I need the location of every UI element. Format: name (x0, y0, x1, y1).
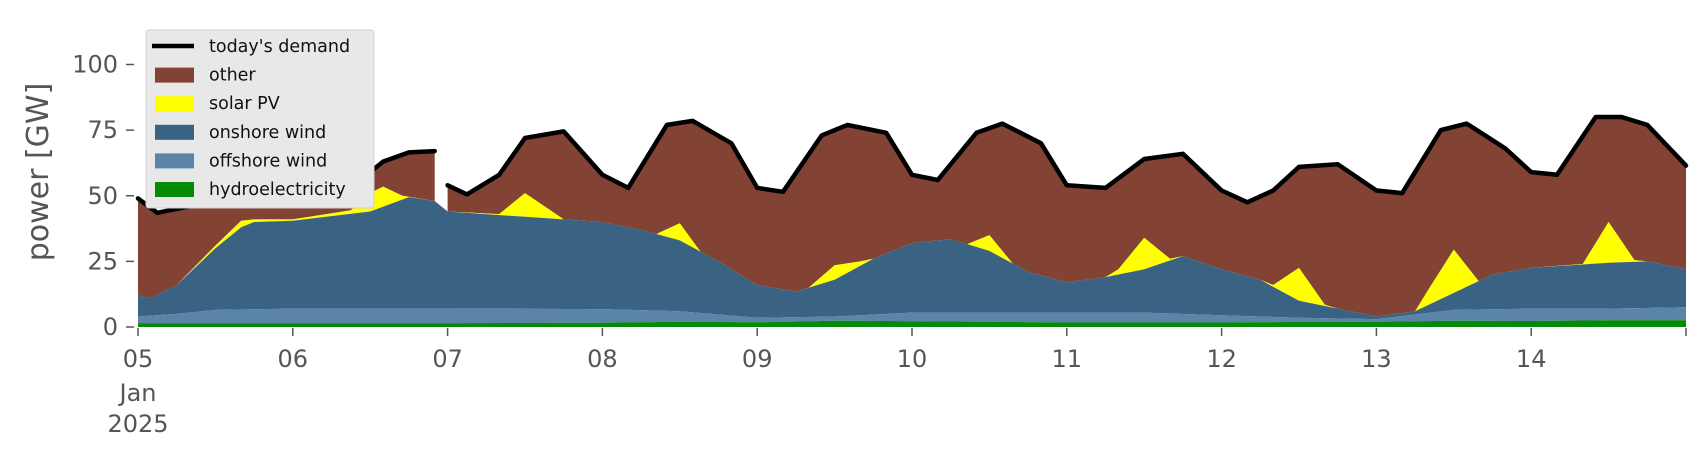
hydroelectricity-area (138, 320, 1686, 327)
legend-swatch (155, 182, 194, 197)
legend-label: other (209, 66, 256, 86)
legend: today's demand other solar PV onshore wind o… (145, 29, 375, 209)
y-tick-label: 25 (87, 247, 118, 275)
legend-label: today's demand (209, 37, 350, 57)
x-tick-label: 06 (278, 345, 309, 373)
x-tick-label: 05 (123, 345, 154, 373)
legend-label: solar PV (209, 94, 280, 114)
axes: 0 25 50 75 100 05 06 07 08 09 10 11 12 13 14 (72, 51, 1687, 373)
x-tick-label: 08 (587, 345, 618, 373)
stacked-areas (138, 117, 1687, 327)
onshore-wind-area (138, 197, 1686, 320)
y-tick-label: 75 (87, 116, 118, 144)
legend-label: onshore wind (209, 123, 326, 143)
offshore-wind-area (138, 307, 1686, 324)
legend-box (145, 29, 375, 209)
y-tick-label: 100 (72, 51, 118, 79)
legend-swatch (155, 153, 194, 169)
legend-label: hydroelectricity (209, 180, 346, 200)
x-tick-label: 11 (1052, 345, 1083, 373)
legend-label: offshore wind (209, 151, 327, 171)
x-sublabel-line: Jan (118, 379, 157, 407)
y-tick-label: 50 (87, 182, 118, 210)
other-area (447, 117, 1687, 317)
y-axis-label: power [GW] (21, 83, 56, 262)
x-sublabel-line: 2025 (107, 410, 168, 438)
x-tick-label: 14 (1516, 345, 1547, 373)
x-tick-label: 10 (897, 345, 928, 373)
solar-pv-area (138, 186, 1686, 317)
x-tick-label: 07 (432, 345, 463, 373)
legend-swatch (155, 67, 194, 83)
legend-swatch (155, 96, 194, 112)
x-tick-label: 12 (1206, 345, 1237, 373)
legend-swatch (155, 124, 194, 140)
x-axis-sublabel: Jan 2025 (107, 379, 168, 438)
demand-line (445, 114, 1689, 205)
x-tick-label: 09 (742, 345, 773, 373)
x-tick-label: 13 (1361, 345, 1392, 373)
y-tick-label: 0 (103, 313, 118, 341)
